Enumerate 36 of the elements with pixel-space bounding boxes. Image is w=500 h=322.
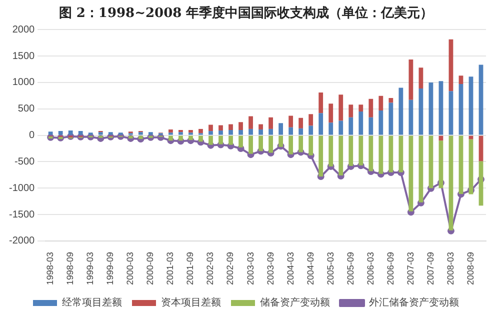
y-tick-label: 1500 (12, 50, 36, 62)
x-tick-label: 2008-09 (465, 252, 476, 285)
x-tick-label: 2002-09 (225, 252, 236, 285)
legend-label: 外汇储备资产变动额 (369, 296, 459, 309)
y-tick-label: 500 (18, 104, 36, 115)
x-tick-label: 1998-03 (45, 252, 56, 285)
x-tick-label: 2000-09 (145, 252, 156, 285)
x-tick-label: 2001-09 (185, 252, 196, 285)
y-tick-label: -2000 (9, 236, 36, 247)
legend-label: 储备资产变动额 (260, 296, 330, 309)
x-tick-label: 1999-03 (85, 252, 96, 285)
y-tick-label: 0 (29, 130, 36, 142)
x-tick-label: 2008-03 (445, 252, 456, 285)
x-tick-label: 2007-09 (425, 252, 436, 285)
x-tick-label: 1999-09 (105, 252, 116, 285)
x-tick-label: 2003-09 (265, 252, 276, 285)
legend-label: 经常项目差额 (62, 296, 122, 309)
x-tick-label: 2004-09 (305, 252, 316, 285)
legend-label: 资本项目差额 (161, 296, 221, 309)
y-tick-label: -1000 (9, 182, 36, 194)
x-tick-label: 2006-03 (365, 252, 376, 285)
x-tick-label: 2003-03 (245, 252, 256, 285)
x-tick-label: 2001-03 (165, 252, 176, 285)
y-tick-label: -500 (14, 156, 36, 168)
chart-title: 图 2：1998~2008 年季度中国国际收支构成（单位：亿美元） (58, 5, 434, 22)
x-tick-label: 2005-03 (325, 252, 336, 285)
x-tick-label: 2007-03 (405, 252, 416, 285)
x-tick-label: 2000-03 (125, 252, 136, 285)
x-tick-label: 2004-03 (285, 252, 296, 285)
x-tick-label: 1998-09 (65, 252, 76, 285)
x-tick-label: 2005-09 (345, 252, 356, 285)
y-tick-label: 1000 (12, 77, 36, 88)
y-tick-label: 2000 (12, 24, 36, 36)
y-tick-label: -1500 (9, 209, 36, 220)
x-tick-label: 2006-09 (385, 252, 396, 285)
x-tick-label: 2002-03 (205, 252, 216, 285)
